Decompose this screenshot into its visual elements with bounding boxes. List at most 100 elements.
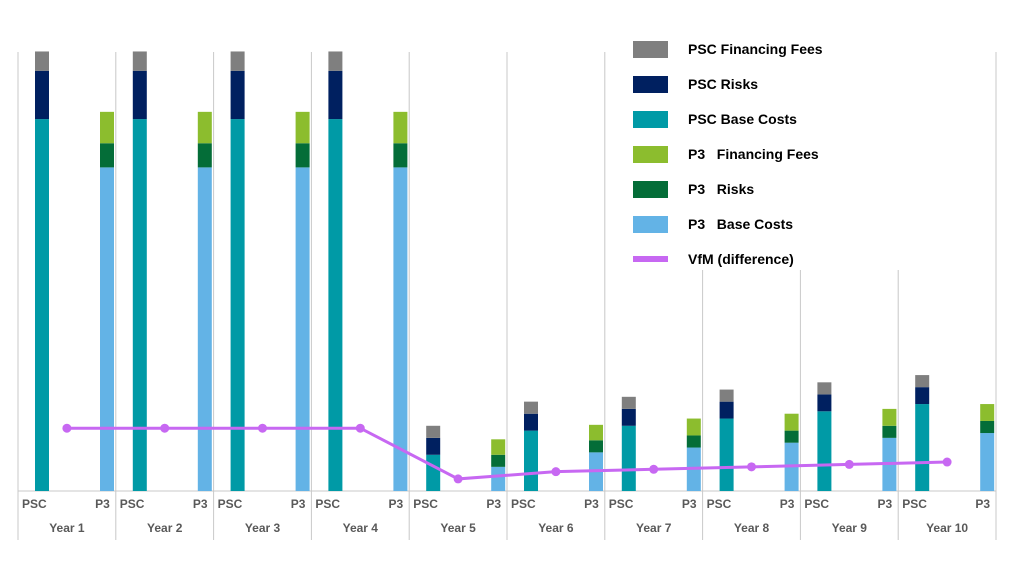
tick-label-p3: P3 [193,497,208,511]
bar-p3-risks [100,143,114,168]
legend-entry: P3 Risks [633,181,754,198]
bar-p3-base-costs [491,466,506,491]
bar-p3-financing-fees [295,111,310,144]
bar-psc-risks [35,70,49,120]
legend-swatch [633,181,668,198]
bar-p3-financing-fees [686,418,701,436]
vfm-point [551,467,561,477]
bar-p3-base-costs [295,167,310,491]
bar-p3-base-costs [197,167,212,491]
vfm-point [355,423,365,433]
vfm-point [62,423,72,433]
legend-label: P3 Risks [688,181,754,197]
bar-psc-financing-fees [328,51,343,71]
tick-label-p3: P3 [486,497,501,511]
bars-layer [35,51,995,491]
bar-psc-financing-fees [524,401,538,414]
tick-label-year: Year 2 [147,521,183,535]
legend-label: P3 Base Costs [688,216,793,232]
vfm-point [747,462,756,472]
bar-psc-base-costs [817,411,832,491]
bar-psc-base-costs [915,404,930,491]
bar-p3-financing-fees [882,408,897,426]
category-grid [17,52,997,540]
tick-label-year: Year 5 [440,521,476,535]
vfm-point [453,474,463,484]
tick-label-year: Year 8 [734,521,770,535]
bar-psc-base-costs [719,418,734,491]
bar-p3-base-costs [980,433,995,491]
bar-psc-risks [426,437,441,455]
bar-p3-financing-fees [393,111,408,144]
bar-p3-financing-fees [589,424,603,441]
legend: PSC Financing Fees PSC Risks PSC Base Cost… [633,41,823,267]
tick-label-psc: PSC [218,497,243,511]
legend-label: VfM (difference) [688,251,794,267]
legend-label: P3 Financing Fees [688,146,819,162]
legend-entry: PSC Risks [633,76,758,93]
bar-psc-risks [328,70,343,120]
bar-p3-risks [295,143,310,168]
bar-p3-risks [491,454,506,467]
bar-psc-risks [621,408,636,426]
tick-label-p3: P3 [389,497,404,511]
bar-psc-risks [719,401,734,419]
bar-p3-risks [589,440,603,453]
tick-label-psc: PSC [315,497,340,511]
bar-p3-risks [686,435,701,448]
bar-p3-financing-fees [784,413,799,431]
bar-p3-base-costs [393,167,408,491]
bar-psc-base-costs [524,430,538,491]
bar-p3-risks [393,143,408,168]
bar-p3-financing-fees [100,111,114,144]
legend-line-swatch [633,256,668,262]
tick-label-psc: PSC [902,497,927,511]
legend-swatch [633,216,668,233]
tick-label-psc: PSC [511,497,536,511]
bar-psc-financing-fees [426,425,441,438]
bar-psc-financing-fees [132,51,147,71]
legend-swatch [633,41,668,58]
tick-label-p3: P3 [95,497,110,511]
tick-label-year: Year 7 [636,521,672,535]
bar-p3-risks [197,143,212,168]
bar-psc-base-costs [426,454,441,491]
vfm-point [258,423,267,433]
tick-label-p3: P3 [584,497,599,511]
legend-label: PSC Financing Fees [688,41,823,57]
bar-psc-financing-fees [35,51,49,71]
legend-entry: VfM (difference) [633,251,794,267]
legend-label: PSC Base Costs [688,111,797,127]
tick-label-p3: P3 [878,497,893,511]
bar-psc-risks [524,413,538,431]
legend-entry: PSC Financing Fees [633,41,823,58]
legend-entry: P3 Base Costs [633,216,793,233]
tick-label-year: Year 9 [832,521,868,535]
vfm-point [160,423,170,433]
bar-p3-risks [784,430,799,443]
bar-psc-financing-fees [915,375,930,388]
tick-label-p3: P3 [975,497,990,511]
bar-p3-financing-fees [491,439,506,455]
bar-psc-base-costs [35,119,49,491]
tick-label-year: Year 1 [49,521,85,535]
bar-p3-base-costs [100,167,114,491]
tick-label-psc: PSC [120,497,145,511]
bar-psc-base-costs [328,119,343,491]
tick-label-psc: PSC [609,497,634,511]
bar-p3-financing-fees [980,404,995,421]
legend-swatch [633,146,668,163]
bar-p3-risks [980,420,995,434]
tick-label-year: Year 6 [538,521,574,535]
bar-psc-financing-fees [719,389,734,402]
bar-p3-financing-fees [197,111,212,144]
tick-label-p3: P3 [682,497,697,511]
bar-psc-risks [915,387,930,405]
bar-p3-risks [882,425,897,438]
bar-psc-base-costs [621,425,636,491]
tick-label-year: Year 4 [343,521,379,535]
tick-label-year: Year 10 [926,521,968,535]
tick-label-p3: P3 [291,497,306,511]
bar-psc-risks [230,70,245,120]
